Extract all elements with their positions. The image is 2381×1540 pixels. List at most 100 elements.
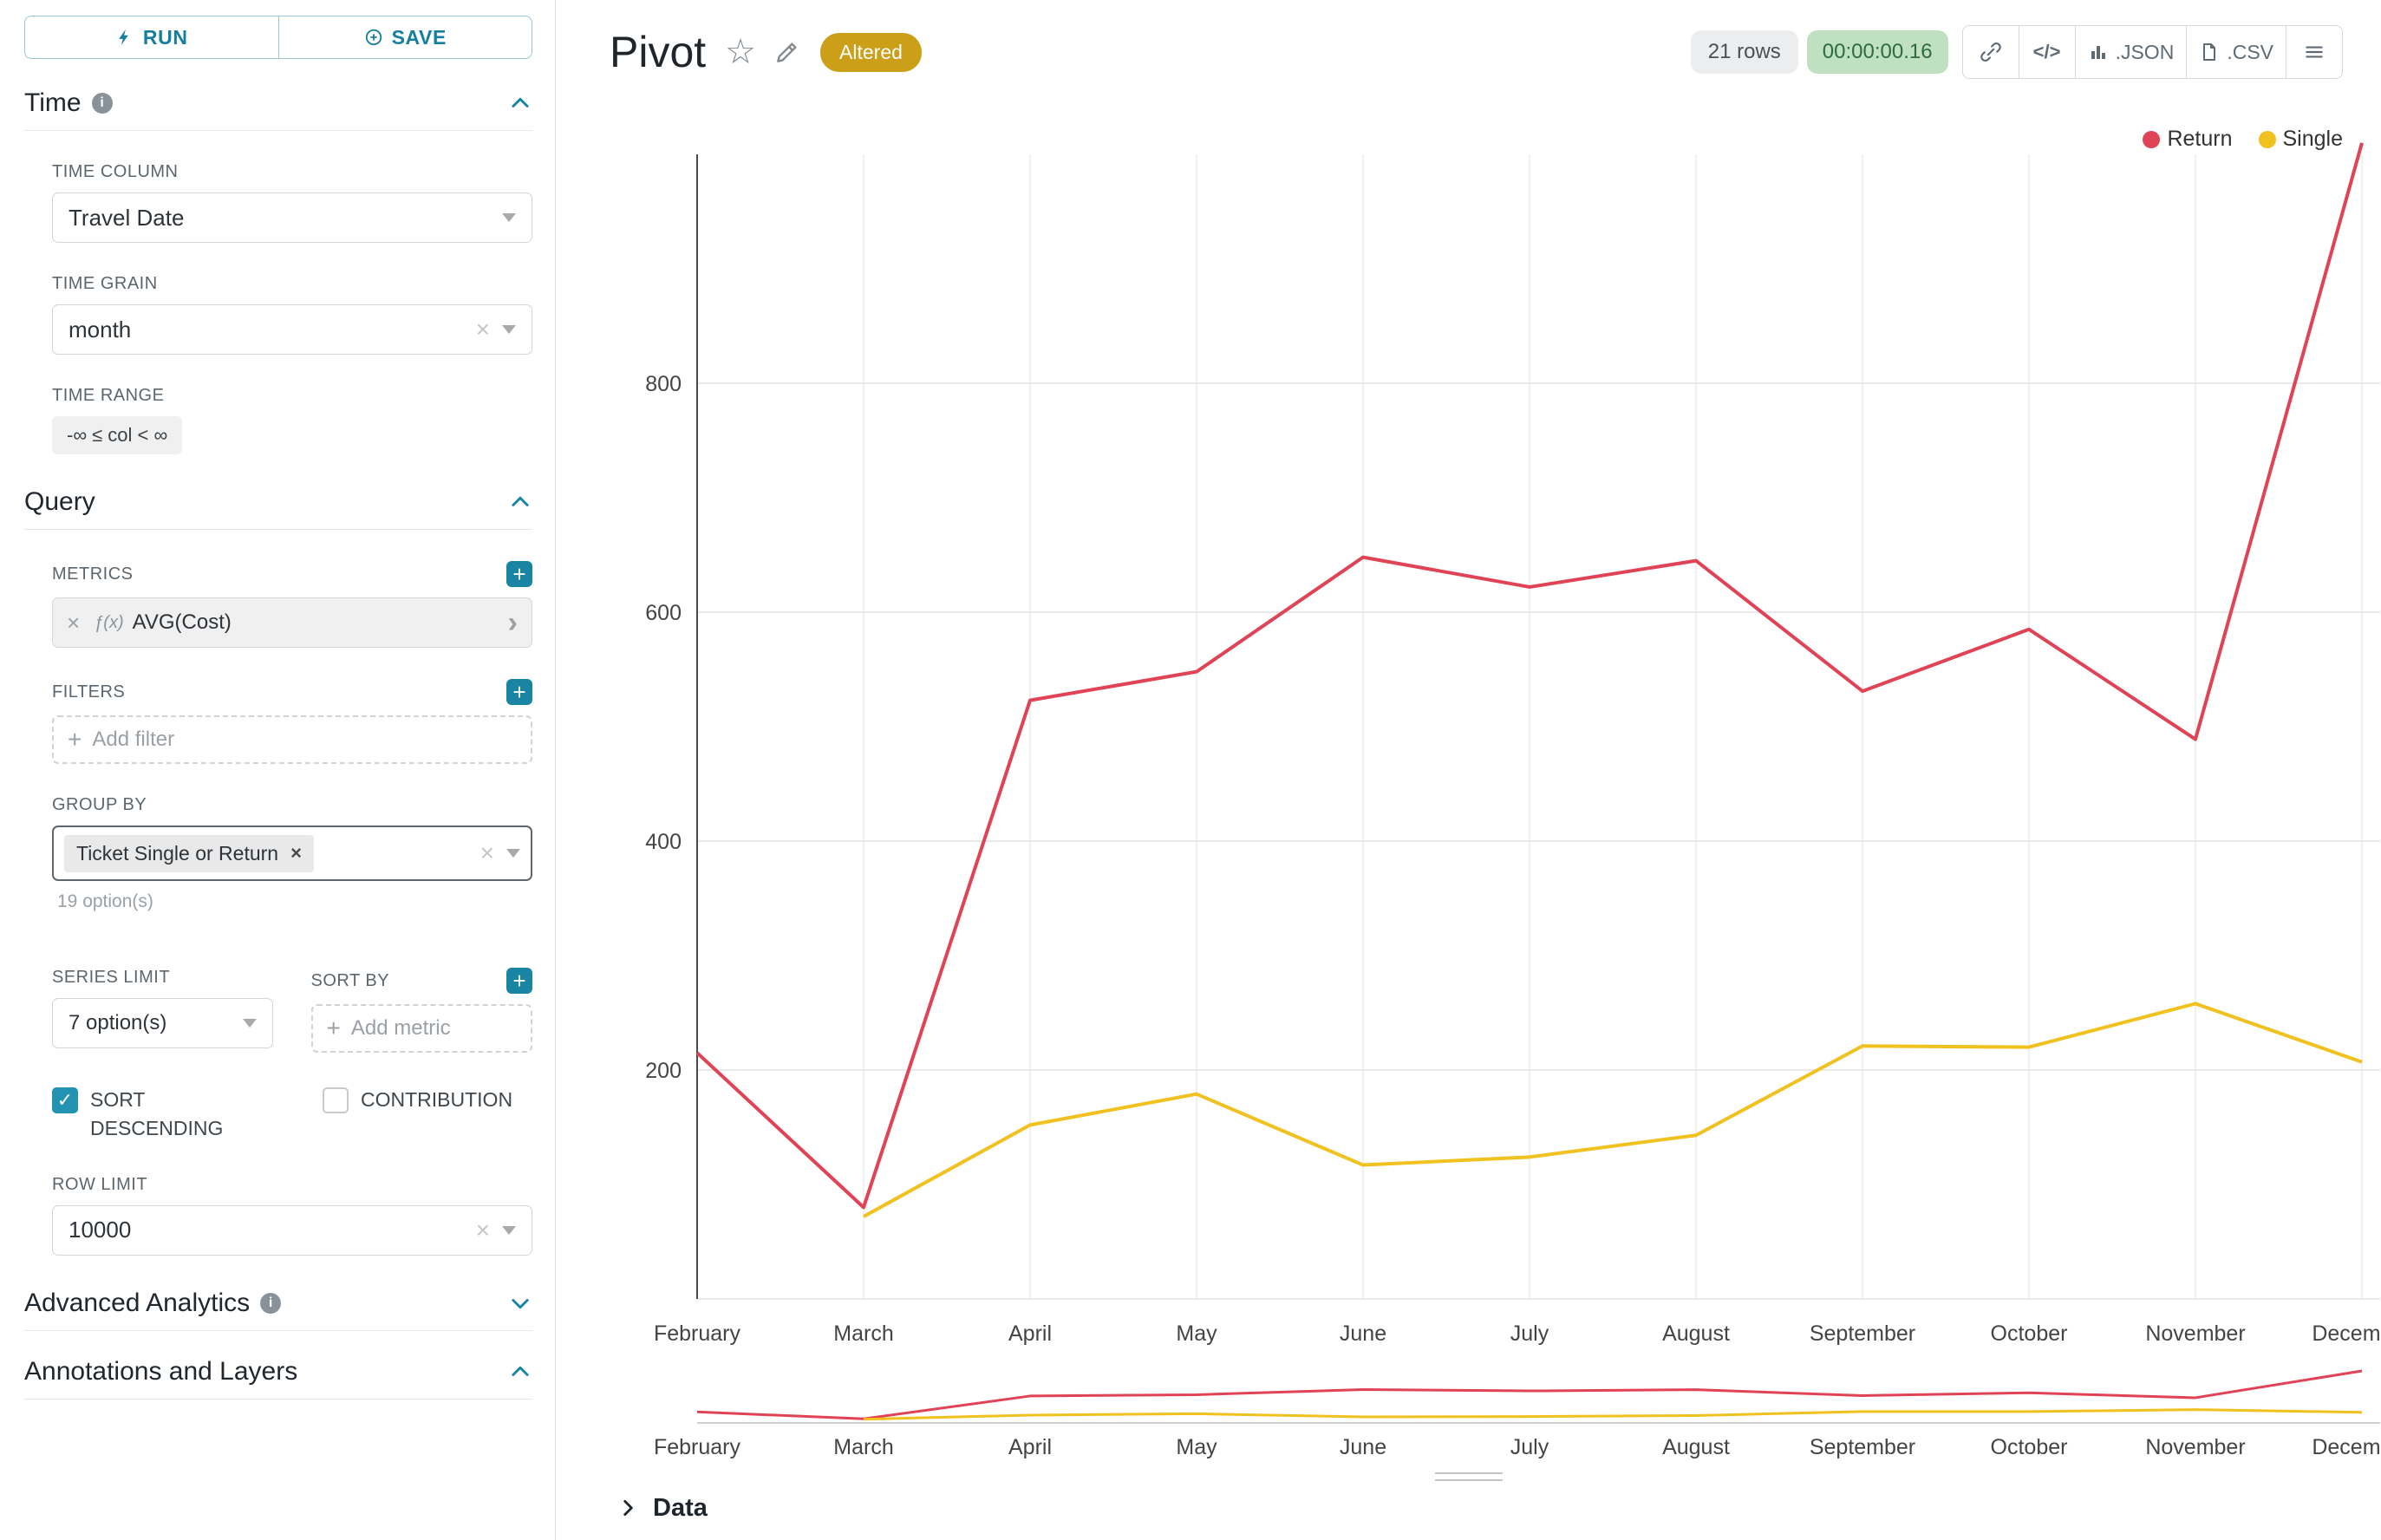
metric-name: AVG(Cost) xyxy=(132,610,232,634)
run-button[interactable]: RUN xyxy=(24,16,279,59)
clear-icon[interactable]: × xyxy=(475,316,490,343)
export-csv-label: .CSV xyxy=(2227,40,2273,63)
sort-by-label: SORT BY xyxy=(310,970,390,990)
export-json-label: .JSON xyxy=(2115,40,2175,63)
svg-text:November: November xyxy=(2145,1321,2245,1346)
chevron-down-icon xyxy=(506,849,520,858)
group-by-select[interactable]: Ticket Single or Return × × xyxy=(52,825,532,881)
svg-text:July: July xyxy=(1510,1321,1549,1346)
row-limit-label: ROW LIMIT xyxy=(52,1174,148,1194)
time-column-label: TIME COLUMN xyxy=(52,162,179,181)
range-slider-chart[interactable]: February March April May June July August Septe… xyxy=(556,1366,2380,1465)
code-icon: </> xyxy=(2032,41,2061,62)
svg-text:July: July xyxy=(1510,1435,1549,1459)
edit-title-icon[interactable] xyxy=(773,38,801,66)
svg-text:800: 800 xyxy=(645,372,682,396)
svg-text:December: December xyxy=(2312,1435,2380,1459)
legend-dot-return xyxy=(2143,130,2161,148)
chevron-down-icon xyxy=(502,1225,516,1235)
advanced-analytics-header[interactable]: Advanced Analytics i xyxy=(24,1289,532,1331)
chevron-up-icon[interactable] xyxy=(508,91,532,115)
add-sort-metric-button[interactable]: + xyxy=(506,968,532,994)
svg-text:August: August xyxy=(1662,1435,1730,1459)
save-button-label: SAVE xyxy=(391,25,447,49)
query-section-header[interactable]: Query xyxy=(24,487,532,530)
favorite-star-icon[interactable]: ☆ xyxy=(725,33,757,71)
lightning-icon xyxy=(115,28,134,47)
sort-descending-checkbox[interactable]: ✓ xyxy=(52,1087,78,1113)
legend-item-single[interactable]: Single xyxy=(2258,127,2343,152)
copy-link-button[interactable] xyxy=(1961,25,2019,79)
svg-text:September: September xyxy=(1810,1435,1915,1459)
clear-icon[interactable]: × xyxy=(479,839,494,866)
export-csv-button[interactable]: .CSV xyxy=(2186,25,2286,79)
row-limit-select[interactable]: 10000 × xyxy=(52,1204,532,1256)
group-by-options-hint: 19 option(s) xyxy=(57,891,153,911)
view-query-button[interactable]: </> xyxy=(2018,25,2076,79)
contribution-checkbox[interactable] xyxy=(323,1087,349,1113)
time-range-label: TIME RANGE xyxy=(52,386,165,405)
chart-panel: Pivot ☆ Altered 21 rows 00:00:00.16 </> xyxy=(556,0,2381,1540)
chart-legend: Return Single xyxy=(2143,127,2343,152)
legend-item-return[interactable]: Return xyxy=(2143,127,2233,152)
remove-metric-icon[interactable]: × xyxy=(67,609,81,636)
time-grain-select[interactable]: month × xyxy=(52,304,532,355)
panel-resize-handle[interactable] xyxy=(556,1465,2381,1488)
time-range-value[interactable]: -∞ ≤ col < ∞ xyxy=(52,416,183,454)
svg-text:March: March xyxy=(833,1435,893,1459)
add-metric-button[interactable]: + xyxy=(506,561,532,587)
metrics-label: METRICS xyxy=(52,564,134,584)
contribution-label: CONTRIBUTION xyxy=(361,1088,513,1111)
metric-chip[interactable]: × ƒ(x) AVG(Cost) › xyxy=(52,597,532,648)
svg-text:600: 600 xyxy=(645,601,682,625)
bar-chart-icon xyxy=(2088,42,2109,62)
svg-text:February: February xyxy=(654,1435,741,1459)
group-by-chip[interactable]: Ticket Single or Return × xyxy=(64,834,314,872)
add-filter-button[interactable]: + xyxy=(506,679,532,705)
chevron-up-icon[interactable] xyxy=(508,1360,532,1384)
svg-text:November: November xyxy=(2145,1435,2245,1459)
chevron-up-icon[interactable] xyxy=(508,490,532,514)
run-save-group: RUN SAVE xyxy=(24,16,532,59)
run-button-label: RUN xyxy=(142,25,188,49)
save-button[interactable]: SAVE xyxy=(277,16,532,59)
info-icon: i xyxy=(260,1292,282,1314)
svg-text:400: 400 xyxy=(645,830,682,854)
export-json-button[interactable]: .JSON xyxy=(2074,25,2188,79)
sort-descending-label: SORT DESCENDING xyxy=(90,1088,224,1140)
chart-header: Pivot ☆ Altered 21 rows 00:00:00.16 </> xyxy=(556,0,2381,104)
svg-text:March: March xyxy=(833,1321,893,1346)
series-limit-select[interactable]: 7 option(s) xyxy=(52,998,273,1048)
chevron-down-icon xyxy=(242,1019,257,1028)
plus-circle-icon xyxy=(364,28,383,47)
remove-chip-icon[interactable]: × xyxy=(290,842,302,864)
annotations-section-header[interactable]: Annotations and Layers xyxy=(24,1357,532,1400)
row-count-badge: 21 rows xyxy=(1690,30,1798,74)
clear-icon[interactable]: × xyxy=(475,1216,490,1243)
chevron-right-icon[interactable]: › xyxy=(507,606,518,639)
svg-text:September: September xyxy=(1810,1321,1915,1346)
svg-text:December: December xyxy=(2312,1321,2380,1346)
chevron-right-icon xyxy=(616,1497,639,1519)
data-panel-label: Data xyxy=(653,1493,708,1522)
svg-text:May: May xyxy=(1176,1435,1217,1459)
svg-text:June: June xyxy=(1340,1435,1386,1459)
advanced-analytics-title: Advanced Analytics xyxy=(24,1288,251,1317)
chevron-down-icon[interactable] xyxy=(508,1291,532,1315)
svg-text:200: 200 xyxy=(645,1059,682,1083)
svg-text:May: May xyxy=(1176,1321,1217,1346)
add-filter-dropzone[interactable]: + Add filter xyxy=(52,715,532,764)
more-options-button[interactable] xyxy=(2286,25,2343,79)
query-section-title: Query xyxy=(24,487,95,516)
annotations-section-title: Annotations and Layers xyxy=(24,1356,298,1386)
time-column-select[interactable]: Travel Date xyxy=(52,192,532,243)
time-grain-label: TIME GRAIN xyxy=(52,274,158,293)
altered-badge: Altered xyxy=(820,32,922,72)
add-sort-metric-dropzone[interactable]: + Add metric xyxy=(310,1004,532,1053)
query-timer-badge: 00:00:00.16 xyxy=(1806,30,1948,74)
time-section-header[interactable]: Time i xyxy=(24,88,532,131)
file-icon xyxy=(2199,42,2220,62)
filters-label: FILTERS xyxy=(52,682,126,701)
data-panel-toggle[interactable]: Data xyxy=(556,1488,2381,1528)
chart-area: Return Single 200 400 600 800 February March A… xyxy=(556,104,2381,1540)
